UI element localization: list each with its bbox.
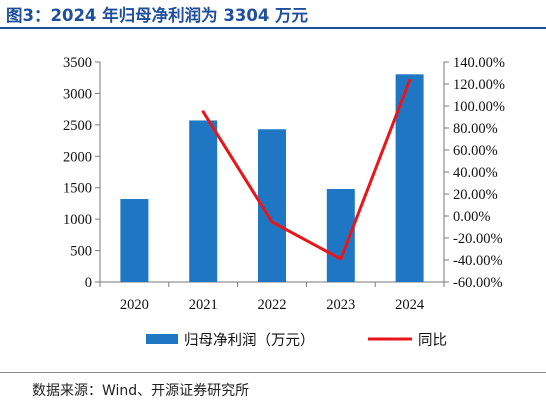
legend: 归母净利润（万元） 同比: [146, 332, 447, 349]
yoy-point-2024: [408, 78, 412, 82]
x-tick-label: 2020: [120, 297, 149, 313]
source-note: 数据来源：Wind、开源证券研究所: [32, 383, 250, 399]
bar-2021: [189, 120, 218, 282]
legend-bar-swatch: [146, 334, 178, 344]
y-left-tick-label: 500: [70, 244, 92, 260]
y-left-tick-label: 3000: [63, 86, 92, 102]
y-right-tick-label: -40.00%: [453, 253, 503, 269]
y-right-tick-label: 60.00%: [453, 143, 498, 159]
legend-line-label: 同比: [418, 332, 447, 349]
bar-2020: [120, 199, 149, 282]
y-right-tick-label: 100.00%: [453, 99, 505, 115]
y-right-tick-label: 140.00%: [453, 55, 505, 71]
y-left-tick-label: 3500: [63, 55, 92, 71]
legend-bar-label: 归母净利润（万元）: [184, 332, 315, 349]
chart: 0 500 1000 1500 2000 2500 3000 3500 -60.00% -40.0…: [63, 55, 505, 349]
axes-group: 0 500 1000 1500 2000 2500 3000 3500 -60.00% -40.0…: [63, 55, 505, 313]
source-rule: [0, 372, 546, 373]
y-right-tick-label: 80.00%: [453, 121, 498, 137]
y-right-tick-label: 20.00%: [453, 187, 498, 203]
figure-title: 图3：2024 年归母净利润为 3304 万元: [6, 6, 309, 25]
y-right-tick-label: -60.00%: [453, 275, 503, 291]
y-right-tick-label: -20.00%: [453, 231, 503, 247]
yoy-point-2022: [270, 220, 274, 224]
y-left-tick-label: 1000: [63, 212, 92, 228]
line-group: [201, 78, 412, 261]
yoy-line: [201, 78, 412, 261]
x-tick-label: 2023: [326, 297, 355, 313]
yoy-point-2023: [339, 257, 343, 261]
y-left-tick-label: 1500: [63, 181, 92, 197]
yoy-point-2021: [201, 110, 205, 114]
y-right-tick-label: 40.00%: [453, 165, 498, 181]
title-rule: [0, 27, 546, 29]
y-left-tick-label: 2000: [63, 149, 92, 165]
y-left-tick-label: 0: [85, 275, 92, 291]
x-tick-label: 2024: [395, 297, 425, 313]
y-left-tick-label: 2500: [63, 118, 92, 134]
y-right-tick-label: 0.00%: [453, 209, 490, 225]
x-tick-label: 2022: [258, 297, 287, 313]
y-right-tick-label: 120.00%: [453, 77, 505, 93]
x-tick-label: 2021: [189, 297, 218, 313]
bar-2024: [395, 74, 424, 282]
bars-group: [120, 74, 424, 282]
